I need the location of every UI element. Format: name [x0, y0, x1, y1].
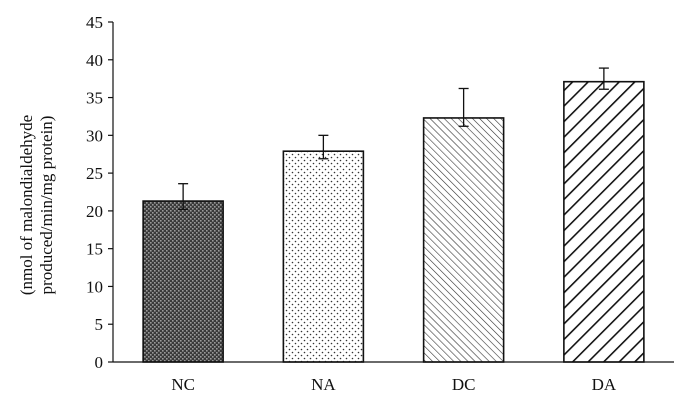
y-tick-label: 25	[86, 164, 103, 183]
x-tick-label: NC	[171, 375, 195, 394]
bar-nc	[142, 200, 224, 363]
y-axis-title: (nmol of malondialdehyde produced/min/mg…	[17, 115, 56, 295]
y-tick-label: 40	[86, 51, 103, 70]
bar-na	[282, 150, 365, 363]
error-bar-dc	[458, 87, 469, 127]
y-axis-title-line-2: produced/min/mg protein)	[37, 116, 56, 295]
y-tick-label: 10	[86, 277, 103, 296]
y-tick-label: 30	[86, 126, 103, 145]
error-bars	[178, 67, 609, 211]
bar-dc	[422, 117, 505, 363]
bars	[142, 80, 645, 363]
y-tick-label: 45	[86, 13, 103, 32]
y-axis-ticks: 0 5 10 15 20 25 30 35 40 45	[86, 13, 113, 372]
error-bar-nc	[178, 183, 189, 211]
error-bar-da	[598, 67, 609, 90]
x-tick-label: DC	[452, 375, 476, 394]
x-tick-label: DA	[592, 375, 617, 394]
y-tick-label: 35	[86, 89, 103, 108]
x-axis-tick-labels: NC NA DC DA	[171, 375, 617, 394]
y-axis-title-line-1: (nmol of malondialdehyde	[17, 115, 36, 295]
bar-da	[563, 80, 645, 363]
y-tick-label: 5	[95, 315, 104, 334]
x-tick-label: NA	[311, 375, 336, 394]
y-tick-label: 0	[95, 353, 104, 372]
y-tick-label: 15	[86, 240, 103, 259]
y-tick-label: 20	[86, 202, 103, 221]
error-bar-na	[318, 134, 329, 160]
